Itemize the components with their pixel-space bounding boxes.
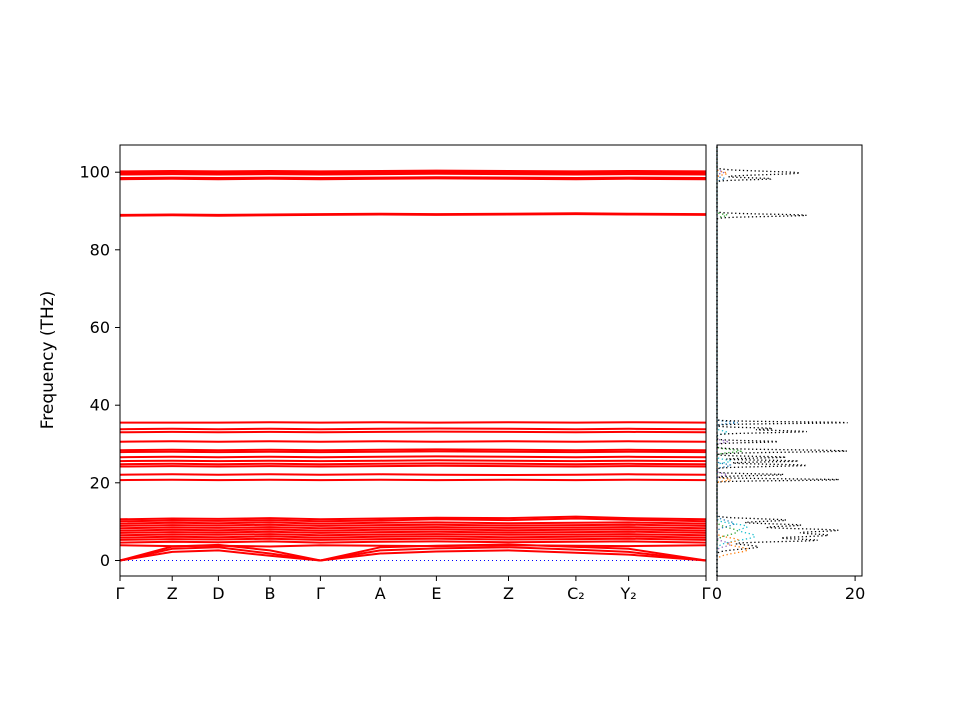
phonon-band [119, 517, 707, 523]
x-tick-label: Y₂ [620, 584, 637, 603]
phonon-band [119, 544, 707, 548]
band-panel-frame [119, 144, 707, 577]
x-tick-label: Γ [316, 584, 325, 603]
x-tick-label: D [212, 584, 224, 603]
y-tick-label: 20 [90, 473, 110, 492]
phonon-band [119, 530, 707, 534]
phonon-band [119, 462, 707, 466]
phonon-band [119, 169, 707, 173]
dos-curve-partial-cyan [716, 145, 756, 576]
x-tick-label: Γ [702, 584, 711, 603]
x-tick-label: A [375, 584, 386, 603]
dos-panel: 0 20 [712, 144, 865, 603]
phonon-band [119, 464, 707, 468]
phonon-band [119, 212, 707, 216]
y-tick-label: 80 [90, 240, 110, 259]
dos-panel-frame [716, 144, 863, 577]
phonon-band [119, 459, 707, 463]
x-tick-label: E [431, 584, 441, 603]
x-tick-label: Γ [116, 584, 125, 603]
phonon-band [119, 427, 707, 431]
x-tick-label: Z [503, 584, 514, 603]
y-tick-label: 60 [90, 318, 110, 337]
dos-curve-partial-blue [716, 145, 738, 576]
dos-x-tick-label: 0 [712, 584, 722, 603]
phonon-band [119, 171, 707, 175]
phonon-band [119, 528, 707, 532]
phonon-band [119, 450, 707, 454]
x-tick-label: Z [167, 584, 178, 603]
y-tick-label: 0 [100, 551, 110, 570]
phonon-band [119, 430, 707, 434]
phonon-band [119, 523, 707, 527]
phonon-band [119, 533, 707, 537]
phonon-band [119, 172, 707, 176]
x-tick-label: C₂ [567, 584, 585, 603]
x-tick-label: B [265, 584, 276, 603]
phonon-band [119, 535, 707, 539]
phonon-band [119, 455, 707, 459]
dos-curve-total [716, 145, 848, 576]
phonon-band [119, 546, 707, 562]
phonon-band [119, 540, 707, 544]
phonon-band [119, 448, 707, 452]
phonon-band [119, 515, 707, 521]
band-structure-panel: 0 20 40 60 80 100 Γ Z D B Γ A E Z C₂ Y₂ Γ [79, 144, 711, 603]
phonon-band [119, 521, 707, 525]
phonon-band [119, 177, 707, 181]
phonon-band [119, 526, 707, 530]
y-tick-label: 100 [79, 163, 110, 182]
dos-x-tick-label: 20 [845, 584, 865, 603]
dos-curve-partial-green [716, 145, 743, 576]
phonon-band [119, 176, 707, 179]
phonon-band [119, 549, 707, 562]
dos-curve-partial-purple [716, 145, 732, 576]
phonon-band [119, 473, 707, 476]
phonon-band [119, 537, 707, 541]
y-tick-label: 40 [90, 396, 110, 415]
dos-curve-partial-orange [716, 145, 749, 576]
